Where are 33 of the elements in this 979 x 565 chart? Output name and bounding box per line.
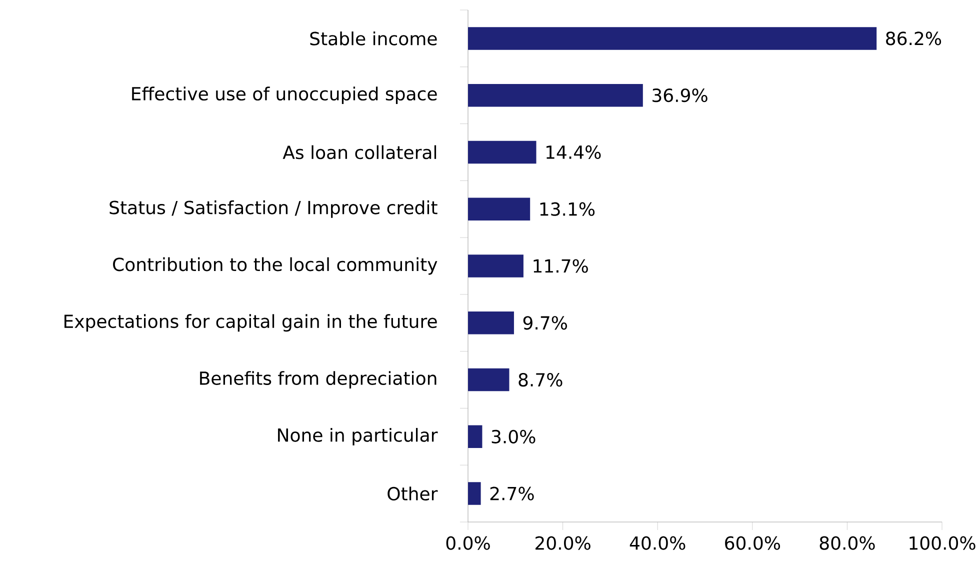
x-tick-label: 100.0% — [910, 536, 976, 550]
x-tick-label: 80.0% — [820, 536, 875, 550]
bar — [468, 368, 510, 392]
bar — [468, 254, 524, 278]
data-label: 11.7% — [534, 259, 588, 273]
y-tick-label: Status / Satisfaction / Improve credit — [110, 200, 438, 218]
bar — [468, 27, 877, 50]
bar — [468, 482, 481, 505]
y-tick-label: Contribution to the local community — [113, 257, 438, 275]
bar — [468, 84, 643, 107]
x-tick-label: 20.0% — [536, 536, 590, 550]
bar — [468, 312, 514, 334]
y-tick-label: Other — [388, 486, 438, 501]
y-tick-label: Stable income — [310, 31, 437, 46]
data-label: 2.7% — [490, 486, 534, 500]
x-tick-label: 40.0% — [630, 536, 686, 550]
y-tick-label: Expectations for capital gain in the future — [64, 314, 437, 332]
y-tick-label: Effective use of unoccupied space — [132, 86, 437, 104]
data-label: 14.4% — [546, 145, 601, 160]
data-label: 3.0% — [492, 430, 536, 444]
bar — [468, 198, 530, 220]
data-label: 13.1% — [540, 202, 595, 216]
data-label: 8.7% — [518, 372, 562, 387]
data-label: 36.9% — [652, 88, 708, 102]
y-tick-label: None in particular — [278, 428, 438, 446]
x-tick-label: 0.0% — [446, 536, 490, 550]
bar — [468, 425, 482, 448]
bar — [468, 140, 536, 164]
x-tick-label: 60.0% — [725, 536, 780, 550]
data-label: 9.7% — [523, 316, 567, 330]
y-tick-label: Benefits from depreciation — [200, 371, 436, 388]
y-tick-label: As loan collateral — [282, 145, 436, 160]
data-label: 86.2% — [886, 32, 942, 46]
